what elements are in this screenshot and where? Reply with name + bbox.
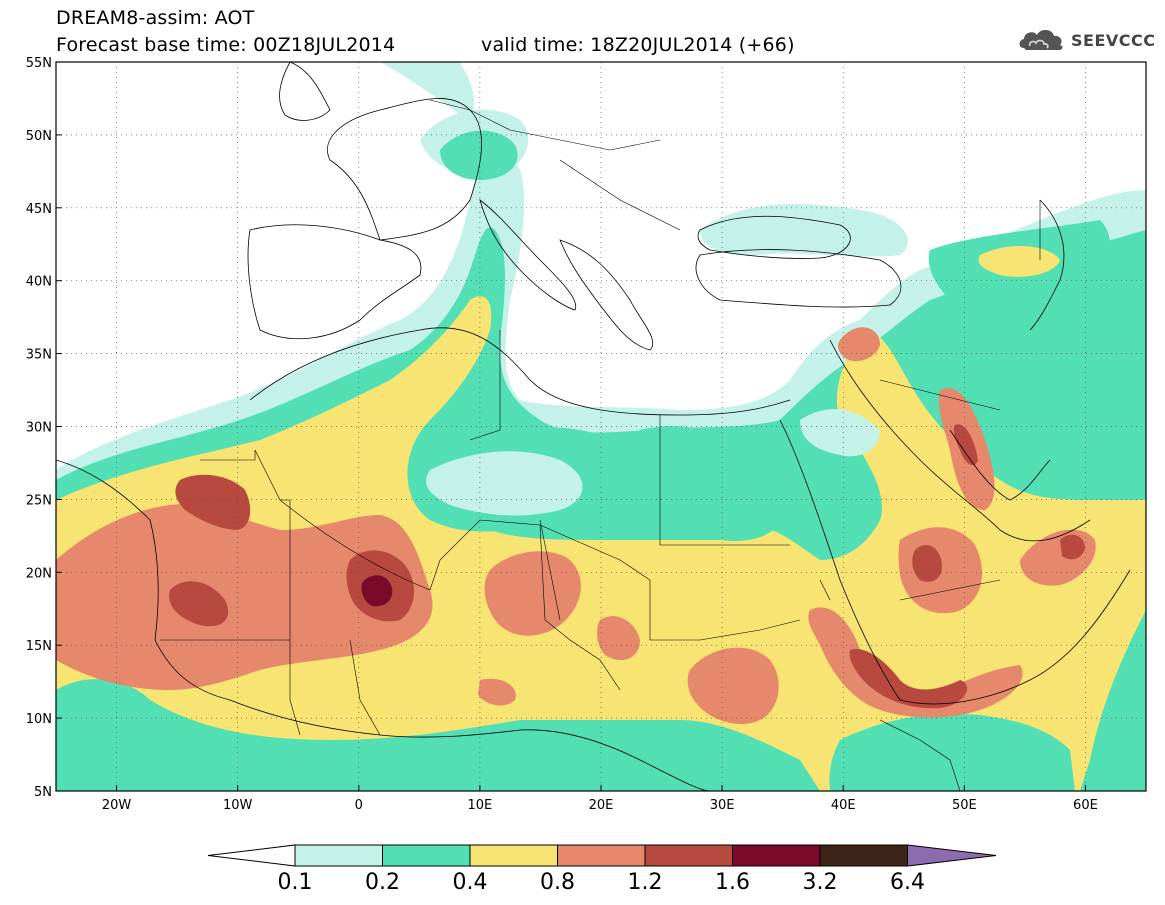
lat-tick-label: 55N	[26, 56, 52, 71]
aot-contour-0.8	[687, 647, 779, 725]
colorbar-level-label: 0.8	[540, 870, 575, 895]
lon-tick-label: 20E	[589, 798, 614, 813]
colorbar-level-label: 1.6	[715, 870, 750, 895]
lon-tick-label: 50E	[952, 798, 977, 813]
aot-contour-0.1	[380, 62, 475, 120]
aot-contour-0.8	[837, 327, 880, 362]
country-borders	[160, 99, 1041, 791]
lon-tick-label: 40E	[831, 798, 856, 813]
aot-contour-1.2	[912, 545, 943, 582]
aot-contour-1.2	[953, 424, 978, 466]
cloud-icon	[1019, 29, 1063, 50]
logo-text: SEEVCCC	[1071, 31, 1156, 50]
lon-tick-label: 20W	[102, 798, 132, 813]
colorbar-level-label: 3.2	[802, 870, 838, 895]
colorbar-segment	[732, 844, 821, 867]
aot-contour-0.8	[597, 616, 640, 660]
lat-tick-label: 25N	[26, 493, 52, 508]
aot-contour-1.2	[1060, 534, 1085, 560]
aot-contour-1.2	[169, 581, 229, 627]
colorbar-level-label: 0.2	[365, 870, 400, 895]
forecast-base-time: Forecast base time: 00Z18JUL2014	[56, 34, 396, 56]
colorbar-segment	[469, 844, 558, 867]
aot-contour-0.4	[978, 245, 1060, 277]
lat-tick-label: 30N	[26, 421, 52, 436]
lon-tick-label: 10E	[468, 798, 493, 813]
axis-ticks	[56, 61, 1086, 792]
aot-contour-0.8	[478, 678, 516, 706]
lon-tick-label: 30E	[710, 798, 735, 813]
lon-tick-label: 0	[355, 798, 363, 813]
coastlines	[56, 62, 1131, 791]
aot-contour-0.1	[426, 451, 583, 516]
product-title: DREAM8-assim: AOT	[56, 7, 255, 29]
aot-contour-0.8	[56, 504, 433, 690]
aot-contour-1.6	[361, 575, 393, 607]
aot-contour-0.2	[56, 679, 820, 791]
lat-tick-label: 40N	[26, 275, 52, 290]
axis-tick-labels: 20W 10W 0 10E 20E 30E 40E 50E 60E 55N 50N 45N 40N 35N…	[26, 56, 1098, 813]
aot-contour-1.2	[175, 474, 251, 530]
colorbar-segment	[294, 844, 383, 867]
colorbar-segment	[382, 844, 471, 867]
lat-tick-label: 20N	[26, 566, 52, 581]
colorbar-level-label: 0.4	[452, 870, 488, 895]
aot-field	[56, 62, 1146, 791]
aot-contour-1.2	[849, 649, 968, 709]
lon-tick-label: 10W	[223, 798, 253, 813]
lon-tick-label: 60E	[1073, 798, 1098, 813]
valid-time: valid time: 18Z20JUL2014 (+66)	[481, 34, 795, 56]
aot-contour-0.2	[829, 713, 1075, 791]
lat-tick-label: 35N	[26, 348, 52, 363]
colorbar-level-label: 0.1	[277, 870, 313, 895]
colorbar-level-label: 1.2	[627, 870, 663, 895]
lat-tick-label: 45N	[26, 202, 52, 217]
seevccc-logo: SEEVCCC	[1016, 24, 1156, 54]
lat-tick-label: 15N	[26, 639, 52, 654]
aot-contour-0.1	[800, 409, 880, 457]
colorbar-segment	[819, 844, 908, 867]
colorbar-segment	[557, 844, 646, 867]
lat-tick-label: 5N	[34, 785, 52, 800]
colorbar-under-triangle	[207, 844, 296, 867]
lat-tick-label: 10N	[26, 712, 52, 727]
colorbar-level-label: 6.4	[890, 870, 925, 895]
colorbar	[207, 844, 997, 867]
aot-contour-0.2	[440, 130, 518, 180]
aot-contour-0.2	[638, 426, 751, 500]
lat-tick-label: 50N	[26, 129, 52, 144]
graticule	[56, 62, 1146, 791]
aot-contour-0.8	[808, 607, 1023, 718]
colorbar-over-triangle	[907, 844, 997, 867]
colorbar-segment	[644, 844, 733, 867]
